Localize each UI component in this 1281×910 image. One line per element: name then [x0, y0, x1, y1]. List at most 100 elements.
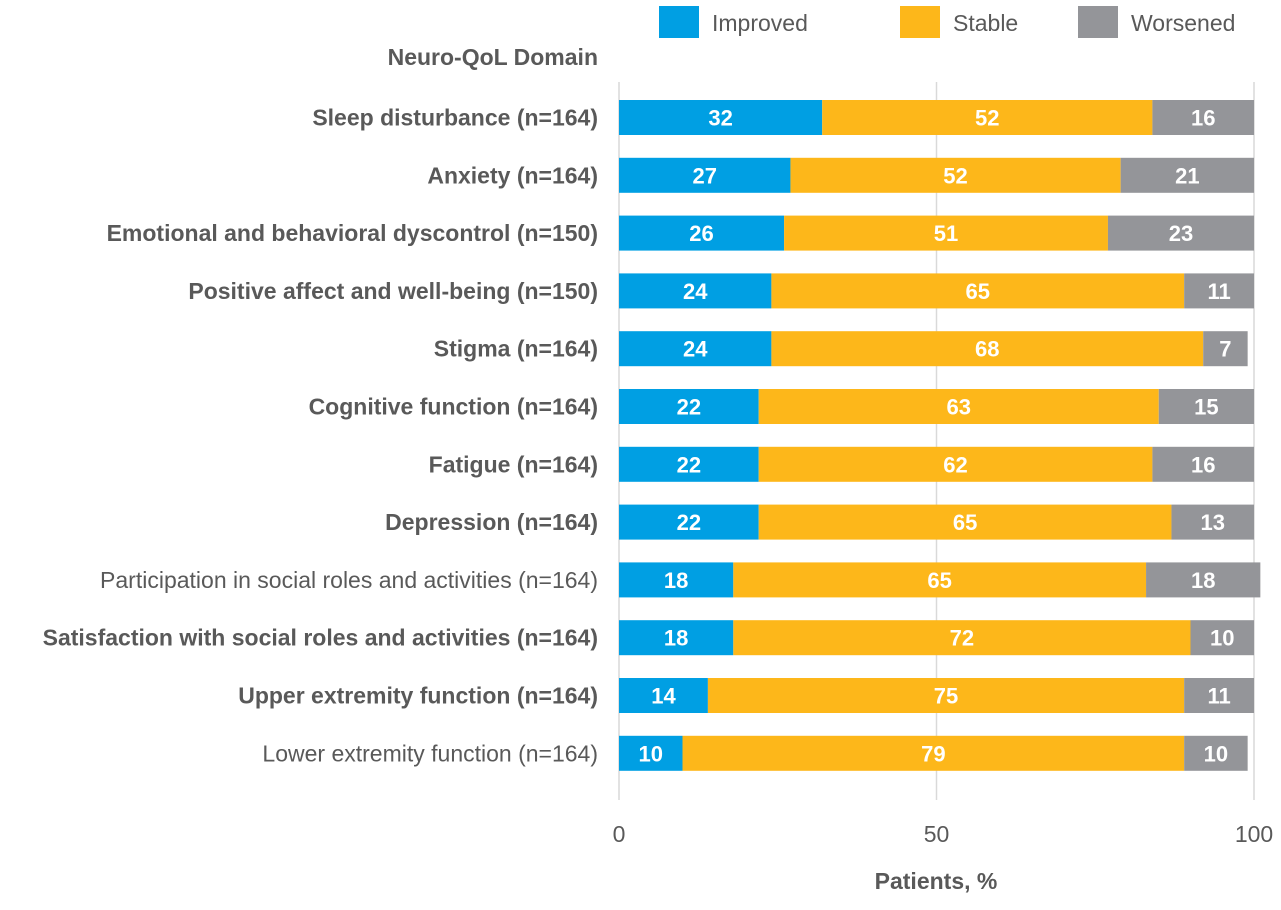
- value-label-stable: 52: [943, 163, 967, 188]
- x-axis-title: Patients, %: [875, 868, 998, 894]
- bar-improved: [619, 562, 734, 598]
- bar-improved: [619, 735, 683, 771]
- value-label-improved: 18: [664, 626, 688, 651]
- value-label-improved: 22: [677, 395, 701, 420]
- bar-worsened: [1184, 273, 1254, 309]
- value-label-improved: 22: [677, 510, 701, 535]
- bar-stable: [733, 562, 1147, 598]
- legend: Improved Stable Worsened: [659, 6, 1235, 38]
- bar-worsened: [1152, 446, 1254, 482]
- legend-label-worsened: Worsened: [1131, 10, 1235, 36]
- bar-improved: [619, 504, 759, 540]
- bar-improved: [619, 100, 823, 135]
- value-label-worsened: 11: [1207, 279, 1230, 304]
- value-label-stable: 65: [927, 568, 951, 593]
- bar-worsened: [1184, 678, 1254, 713]
- bar-worsened: [1120, 157, 1254, 193]
- category-label: Lower extremity function (n=164): [262, 740, 598, 766]
- value-label-stable: 52: [975, 106, 999, 131]
- value-label-stable: 65: [966, 279, 990, 304]
- value-label-stable: 72: [950, 626, 974, 651]
- x-tick-label: 0: [613, 821, 626, 847]
- category-label: Cognitive function (n=164): [309, 394, 598, 420]
- bar-improved: [619, 331, 772, 367]
- category-labels: Sleep disturbance (n=164) Anxiety (n=164)…: [43, 105, 598, 767]
- category-label: Fatigue (n=164): [429, 451, 598, 477]
- bar-stable: [758, 504, 1172, 540]
- value-label-stable: 65: [953, 510, 977, 535]
- bar-stable: [758, 446, 1153, 482]
- value-label-improved: 18: [664, 568, 688, 593]
- value-label-stable: 75: [934, 684, 958, 709]
- value-label-worsened: 13: [1200, 510, 1224, 535]
- bar-worsened: [1158, 389, 1254, 424]
- value-label-improved: 10: [639, 741, 663, 766]
- value-label-improved: 32: [708, 106, 732, 131]
- bar-stable: [790, 157, 1121, 193]
- x-tick-label: 100: [1235, 821, 1273, 847]
- value-label-improved: 22: [677, 452, 701, 477]
- value-label-worsened: 18: [1191, 568, 1215, 593]
- value-label-worsened: 15: [1194, 395, 1218, 420]
- value-label-stable: 79: [921, 741, 945, 766]
- value-label-improved: 14: [651, 684, 676, 709]
- category-label: Sleep disturbance (n=164): [312, 105, 598, 131]
- category-label: Participation in social roles and activi…: [100, 567, 598, 593]
- legend-swatch-worsened: [1078, 6, 1118, 38]
- value-label-stable: 62: [943, 452, 967, 477]
- legend-swatch-improved: [659, 6, 699, 38]
- category-label: Emotional and behavioral dyscontrol (n=1…: [107, 220, 598, 246]
- bar-improved: [619, 273, 772, 309]
- category-label: Positive affect and well-being (n=150): [188, 278, 598, 304]
- bar-stable: [784, 215, 1108, 251]
- category-label: Stigma (n=164): [434, 336, 598, 362]
- value-label-improved: 24: [683, 279, 708, 304]
- value-label-stable: 63: [946, 395, 970, 420]
- category-label: Anxiety (n=164): [427, 162, 598, 188]
- category-axis-header: Neuro-QoL Domain: [388, 44, 598, 70]
- bars: [619, 100, 1261, 771]
- bar-improved: [619, 620, 734, 656]
- bar-worsened: [1107, 215, 1254, 251]
- legend-swatch-stable: [900, 6, 940, 38]
- bar-stable: [758, 389, 1159, 424]
- value-label-worsened: 21: [1175, 163, 1199, 188]
- value-labels: 32 52 16 27 52 21 26 51 23 24 65 11 24 68 7 22 63 15 22 62 1…: [639, 106, 1235, 767]
- bar-worsened: [1171, 504, 1254, 540]
- bar-improved: [619, 678, 708, 713]
- bar-improved: [619, 389, 759, 424]
- x-axis: 0 50 100: [613, 821, 1274, 847]
- bar-improved: [619, 215, 785, 251]
- category-label: Upper extremity function (n=164): [238, 683, 598, 709]
- bar-worsened: [1190, 620, 1254, 656]
- value-label-worsened: 11: [1207, 684, 1230, 709]
- bar-stable: [822, 100, 1153, 135]
- value-label-stable: 68: [975, 337, 999, 362]
- bar-stable: [771, 273, 1185, 309]
- bar-worsened: [1203, 331, 1248, 367]
- bar-stable: [771, 331, 1204, 367]
- value-label-worsened: 16: [1191, 106, 1215, 131]
- value-label-worsened: 10: [1210, 626, 1234, 651]
- legend-label-improved: Improved: [712, 10, 808, 36]
- x-tick-label: 50: [924, 821, 950, 847]
- bar-stable: [682, 735, 1185, 771]
- value-label-improved: 27: [692, 163, 716, 188]
- legend-label-stable: Stable: [953, 10, 1018, 36]
- bar-stable: [733, 620, 1191, 656]
- value-label-stable: 51: [934, 221, 958, 246]
- category-label: Depression (n=164): [385, 509, 598, 535]
- bar-worsened: [1152, 100, 1254, 135]
- value-label-worsened: 23: [1169, 221, 1193, 246]
- bar-worsened: [1184, 735, 1248, 771]
- bar-improved: [619, 446, 759, 482]
- bar-worsened: [1146, 562, 1261, 598]
- value-label-worsened: 16: [1191, 452, 1215, 477]
- category-label: Satisfaction with social roles and activ…: [43, 625, 598, 651]
- bar-improved: [619, 157, 791, 193]
- value-label-improved: 24: [683, 337, 708, 362]
- value-label-worsened: 7: [1219, 337, 1231, 362]
- bar-stable: [707, 678, 1185, 713]
- value-label-improved: 26: [689, 221, 713, 246]
